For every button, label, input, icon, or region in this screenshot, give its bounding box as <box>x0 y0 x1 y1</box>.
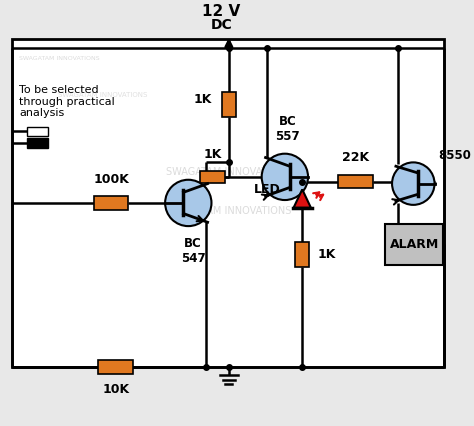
FancyBboxPatch shape <box>385 224 443 265</box>
Bar <box>338 175 373 188</box>
Text: 12 V: 12 V <box>202 4 240 20</box>
Circle shape <box>262 154 308 200</box>
Bar <box>99 360 133 374</box>
Circle shape <box>165 180 211 226</box>
Text: 1K: 1K <box>318 248 336 261</box>
Bar <box>295 242 309 267</box>
Circle shape <box>392 162 435 205</box>
Bar <box>27 138 48 148</box>
Text: DC: DC <box>210 18 232 32</box>
Bar <box>200 170 225 183</box>
Text: SWAGATAM INNOVATIONS: SWAGATAM INNOVATIONS <box>166 167 292 177</box>
Text: SWAGATAM INNOVATIONS: SWAGATAM INNOVATIONS <box>58 92 147 98</box>
Text: 22K: 22K <box>342 151 369 164</box>
Text: 1K: 1K <box>203 148 222 161</box>
Text: 10K: 10K <box>102 383 129 396</box>
Bar <box>27 127 48 136</box>
Bar <box>11 39 444 367</box>
Text: LED: LED <box>254 183 281 196</box>
Text: BC
557: BC 557 <box>275 115 300 143</box>
Text: SWAGATAM INNOVATIONS: SWAGATAM INNOVATIONS <box>19 55 100 60</box>
Text: 8550: 8550 <box>438 150 471 162</box>
Polygon shape <box>293 190 311 208</box>
Text: 100K: 100K <box>93 173 129 186</box>
Text: BC
547: BC 547 <box>181 237 205 265</box>
Text: To be selected
through practical
analysis: To be selected through practical analysi… <box>19 85 115 118</box>
Text: SWAGATAM INNOVATIONS: SWAGATAM INNOVATIONS <box>166 206 292 216</box>
Text: 1K: 1K <box>193 93 211 106</box>
Bar <box>222 92 236 117</box>
Bar <box>94 196 128 210</box>
Text: ALARM: ALARM <box>390 238 439 251</box>
